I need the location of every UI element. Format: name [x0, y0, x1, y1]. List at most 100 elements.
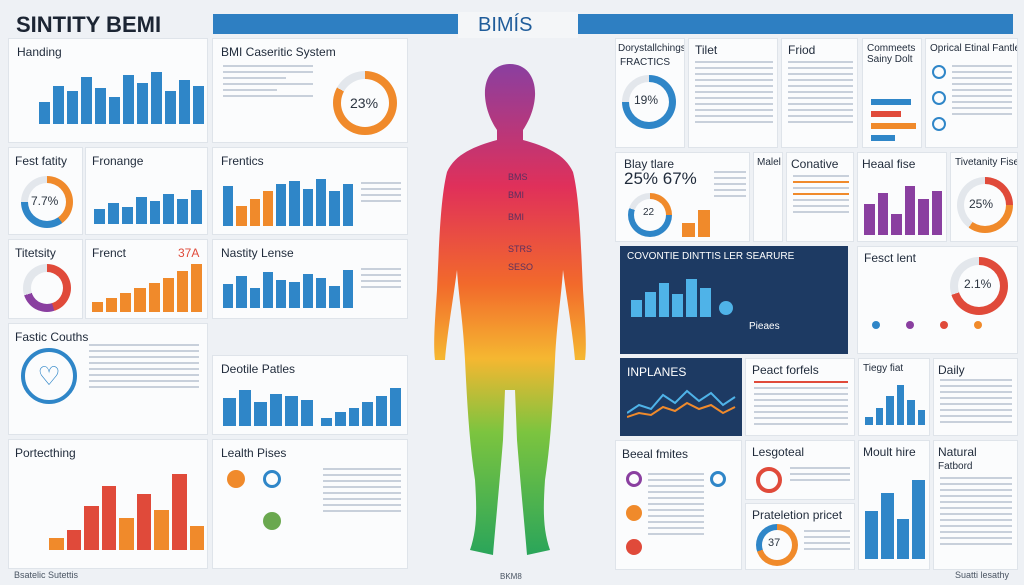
panel-portecthing: Portecthing: [8, 439, 208, 569]
panel-moult-hire: Moult hire: [858, 440, 930, 570]
bar-chart: [223, 176, 353, 226]
panel-titetsity: Titetsity: [8, 239, 83, 319]
panel-malel: Malel: [753, 152, 783, 242]
circle-icon: [719, 301, 733, 315]
heart-icon: ♡: [21, 348, 77, 404]
panel-fesct-lent: Fesct lent 2.1%: [857, 246, 1018, 354]
footer-left: Bsatelic Sutettis: [14, 570, 79, 580]
panel-blay-tlare: Blay tlare 25% 67% 22: [615, 152, 750, 242]
clock-icon: [756, 467, 782, 493]
fatty-percent: 7.7%: [31, 194, 59, 208]
panel-title: Fronange: [92, 154, 144, 168]
circle-icon-3: [932, 117, 946, 131]
footer-right: Suatti lesathy: [955, 570, 1010, 580]
pieaes-label: Pieaes: [749, 321, 780, 332]
fatty-donut: [21, 176, 73, 228]
panel-tiegy-fiat: Tiegy fiat: [858, 358, 930, 436]
panel-title: Tilet: [695, 43, 718, 57]
header-brand-box: BIMÍS: [458, 12, 578, 38]
fesct-percent: 2.1%: [964, 277, 992, 291]
text-lines: [788, 61, 853, 127]
text-lines: [361, 182, 401, 206]
panel-title: Handing: [17, 45, 62, 59]
panel-natural: Natural Fatbord: [933, 440, 1018, 570]
bmi-percent: 23%: [350, 95, 379, 111]
tivetanity-percent: 25%: [969, 197, 994, 211]
bar-chart: [49, 470, 205, 550]
panel-title: Malel: [757, 157, 781, 168]
panel-title: INPLANES: [627, 365, 687, 379]
fesct-donut: [950, 257, 1008, 315]
panel-tilet: Tilet: [688, 38, 778, 148]
bmi-donut: [333, 71, 397, 135]
blay-inner: 22: [643, 207, 655, 218]
header-bar: BIMÍS: [213, 12, 1013, 38]
fractics-donut: [622, 75, 676, 129]
panel-handing: Handing: [8, 38, 208, 143]
hbar-1: [871, 99, 911, 105]
panel-coventie: COVONTIE DINTTIS LER SEARURE Pieaes: [620, 246, 848, 354]
bar-chart: [92, 264, 202, 312]
circle-icon-1: [626, 471, 642, 487]
panel-title: Fesct lent: [864, 251, 917, 265]
panel-bmi-system: BMI Caseritic System 23%: [212, 38, 408, 143]
panel-title: Frentics: [221, 154, 264, 168]
panel-title: Oprical Etinal Fantle: [930, 43, 1018, 54]
circle-icon-2: [932, 91, 946, 105]
panel-prateletion: Prateletion pricet 37: [745, 503, 855, 570]
text-lines: [89, 344, 199, 392]
panel-title: Lesgoteal: [752, 445, 805, 459]
panel-title: Peact forfels: [752, 363, 819, 377]
panel-tivetanity: Tivetanity Fise 25%: [950, 152, 1018, 242]
bar-chart: [865, 471, 925, 559]
bar-chart: [39, 69, 204, 124]
panel-friod: Friod: [781, 38, 858, 148]
body-label-5: SESO: [508, 262, 534, 272]
frenct-value: 37A: [178, 246, 200, 260]
circle-icon-3: [626, 505, 642, 521]
tivetanity-donut: [957, 177, 1013, 233]
panel-fronange: Fronange: [85, 147, 208, 235]
legend-dot-2: [906, 321, 914, 329]
panel-title: Lealth Pises: [221, 446, 287, 460]
text-lines: [790, 467, 850, 485]
body-figure: [434, 64, 586, 555]
panel-daily: Daily: [933, 358, 1018, 436]
bar-chart: [682, 203, 710, 237]
panel-inplanes: INPLANES: [620, 358, 742, 436]
panel-title: Frenct: [92, 246, 127, 260]
panel-fastic-couths: Fastic Couths ♡: [8, 323, 208, 435]
bar-chart: [223, 386, 313, 426]
panel-title: Moult hire: [863, 445, 916, 459]
legend-dot-4: [974, 321, 982, 329]
circle-icon-1: [932, 65, 946, 79]
panel-oprical: Oprical Etinal Fantle: [925, 38, 1018, 148]
panel-title: Natural: [938, 445, 977, 459]
panel-title: Portecthing: [15, 446, 76, 460]
panel-lesgoteal: Lesgoteal: [745, 440, 855, 500]
panel-title: Blay tlare: [624, 157, 675, 171]
text-lines: [940, 379, 1012, 427]
hbar-3: [871, 123, 916, 129]
fractics-percent: 19%: [634, 93, 659, 107]
panel-lealth-pises: Lealth Pises: [212, 439, 408, 569]
panel-title: COVONTIE DINTTIS LER SEARURE: [627, 251, 795, 262]
panel-subtitle: Fatbord: [938, 461, 973, 472]
blay-percents: 25% 67%: [624, 169, 697, 188]
panel-comanets: Commeets Sainy Dolt: [862, 38, 922, 148]
panel-title: Heaal fise: [862, 157, 916, 171]
panel-deotile: Deotile Patles: [212, 355, 408, 435]
legend-dot-1: [872, 321, 880, 329]
prateletion-donut: [756, 524, 798, 566]
body-label-3: BMI: [508, 212, 525, 222]
text-lines: [361, 268, 401, 292]
panel-nastity: Nastity Lense: [212, 239, 408, 319]
text-lines: [952, 65, 1012, 119]
text-lines: [323, 468, 401, 516]
panel-title: Fastic Couths: [15, 330, 89, 344]
panel-frentics: Frentics: [212, 147, 408, 235]
bar-chart: [864, 183, 942, 235]
text-lines: [714, 171, 746, 201]
panel-title: Friod: [788, 43, 816, 57]
panel-title: Nastity Lense: [221, 246, 294, 260]
